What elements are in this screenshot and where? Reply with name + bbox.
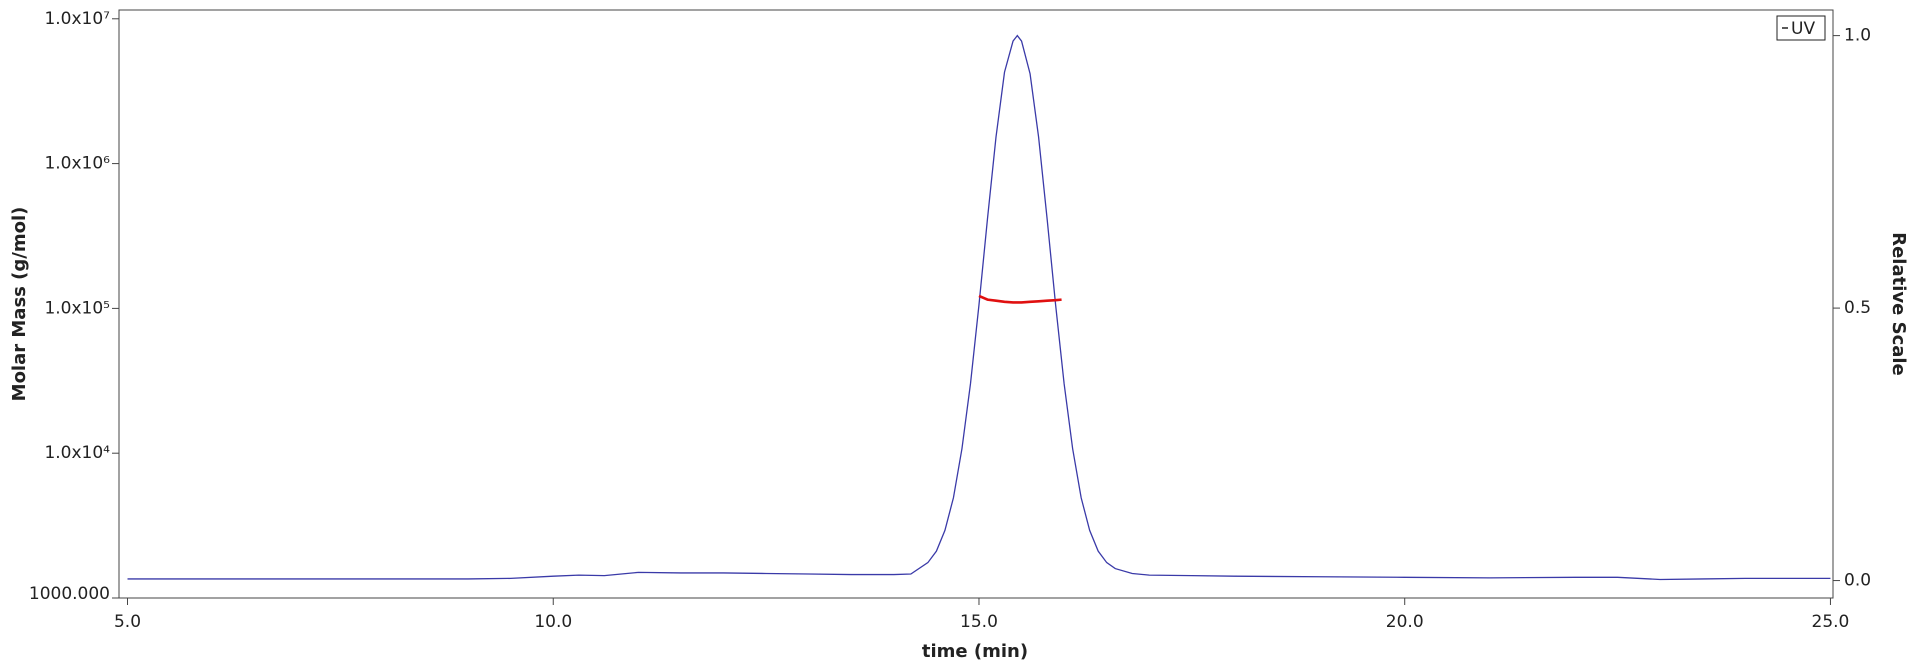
y-tick-label: 1.0x10⁴ xyxy=(44,443,110,463)
y-tick-label: 1000.000 xyxy=(29,584,110,604)
legend-label: UV xyxy=(1791,19,1815,39)
x-axis-label: time (min) xyxy=(922,641,1028,662)
y2-tick-label: 0.5 xyxy=(1844,298,1871,318)
y-tick-label: 1.0x10⁵ xyxy=(44,298,110,318)
x-tick-label: 15.0 xyxy=(960,612,998,632)
plot-frame xyxy=(118,9,1834,599)
x-tick-label: 10.0 xyxy=(534,612,572,632)
y2-tick-label: 1.0 xyxy=(1844,26,1871,46)
y2-axis-label: Relative Scale xyxy=(1888,232,1909,376)
y-tick-label: 1.0x10⁷ xyxy=(44,9,110,29)
x-tick-label: 25.0 xyxy=(1812,612,1850,632)
y-axis-label: Molar Mass (g/mol) xyxy=(9,207,30,402)
y-tick-label: 1.0x10⁶ xyxy=(44,154,110,174)
series-line xyxy=(127,34,1831,581)
x-tick-label: 5.0 xyxy=(114,612,141,632)
x-tick-label: 20.0 xyxy=(1386,612,1424,632)
series-line xyxy=(978,294,1062,304)
y2-tick-label: 0.0 xyxy=(1844,571,1871,591)
